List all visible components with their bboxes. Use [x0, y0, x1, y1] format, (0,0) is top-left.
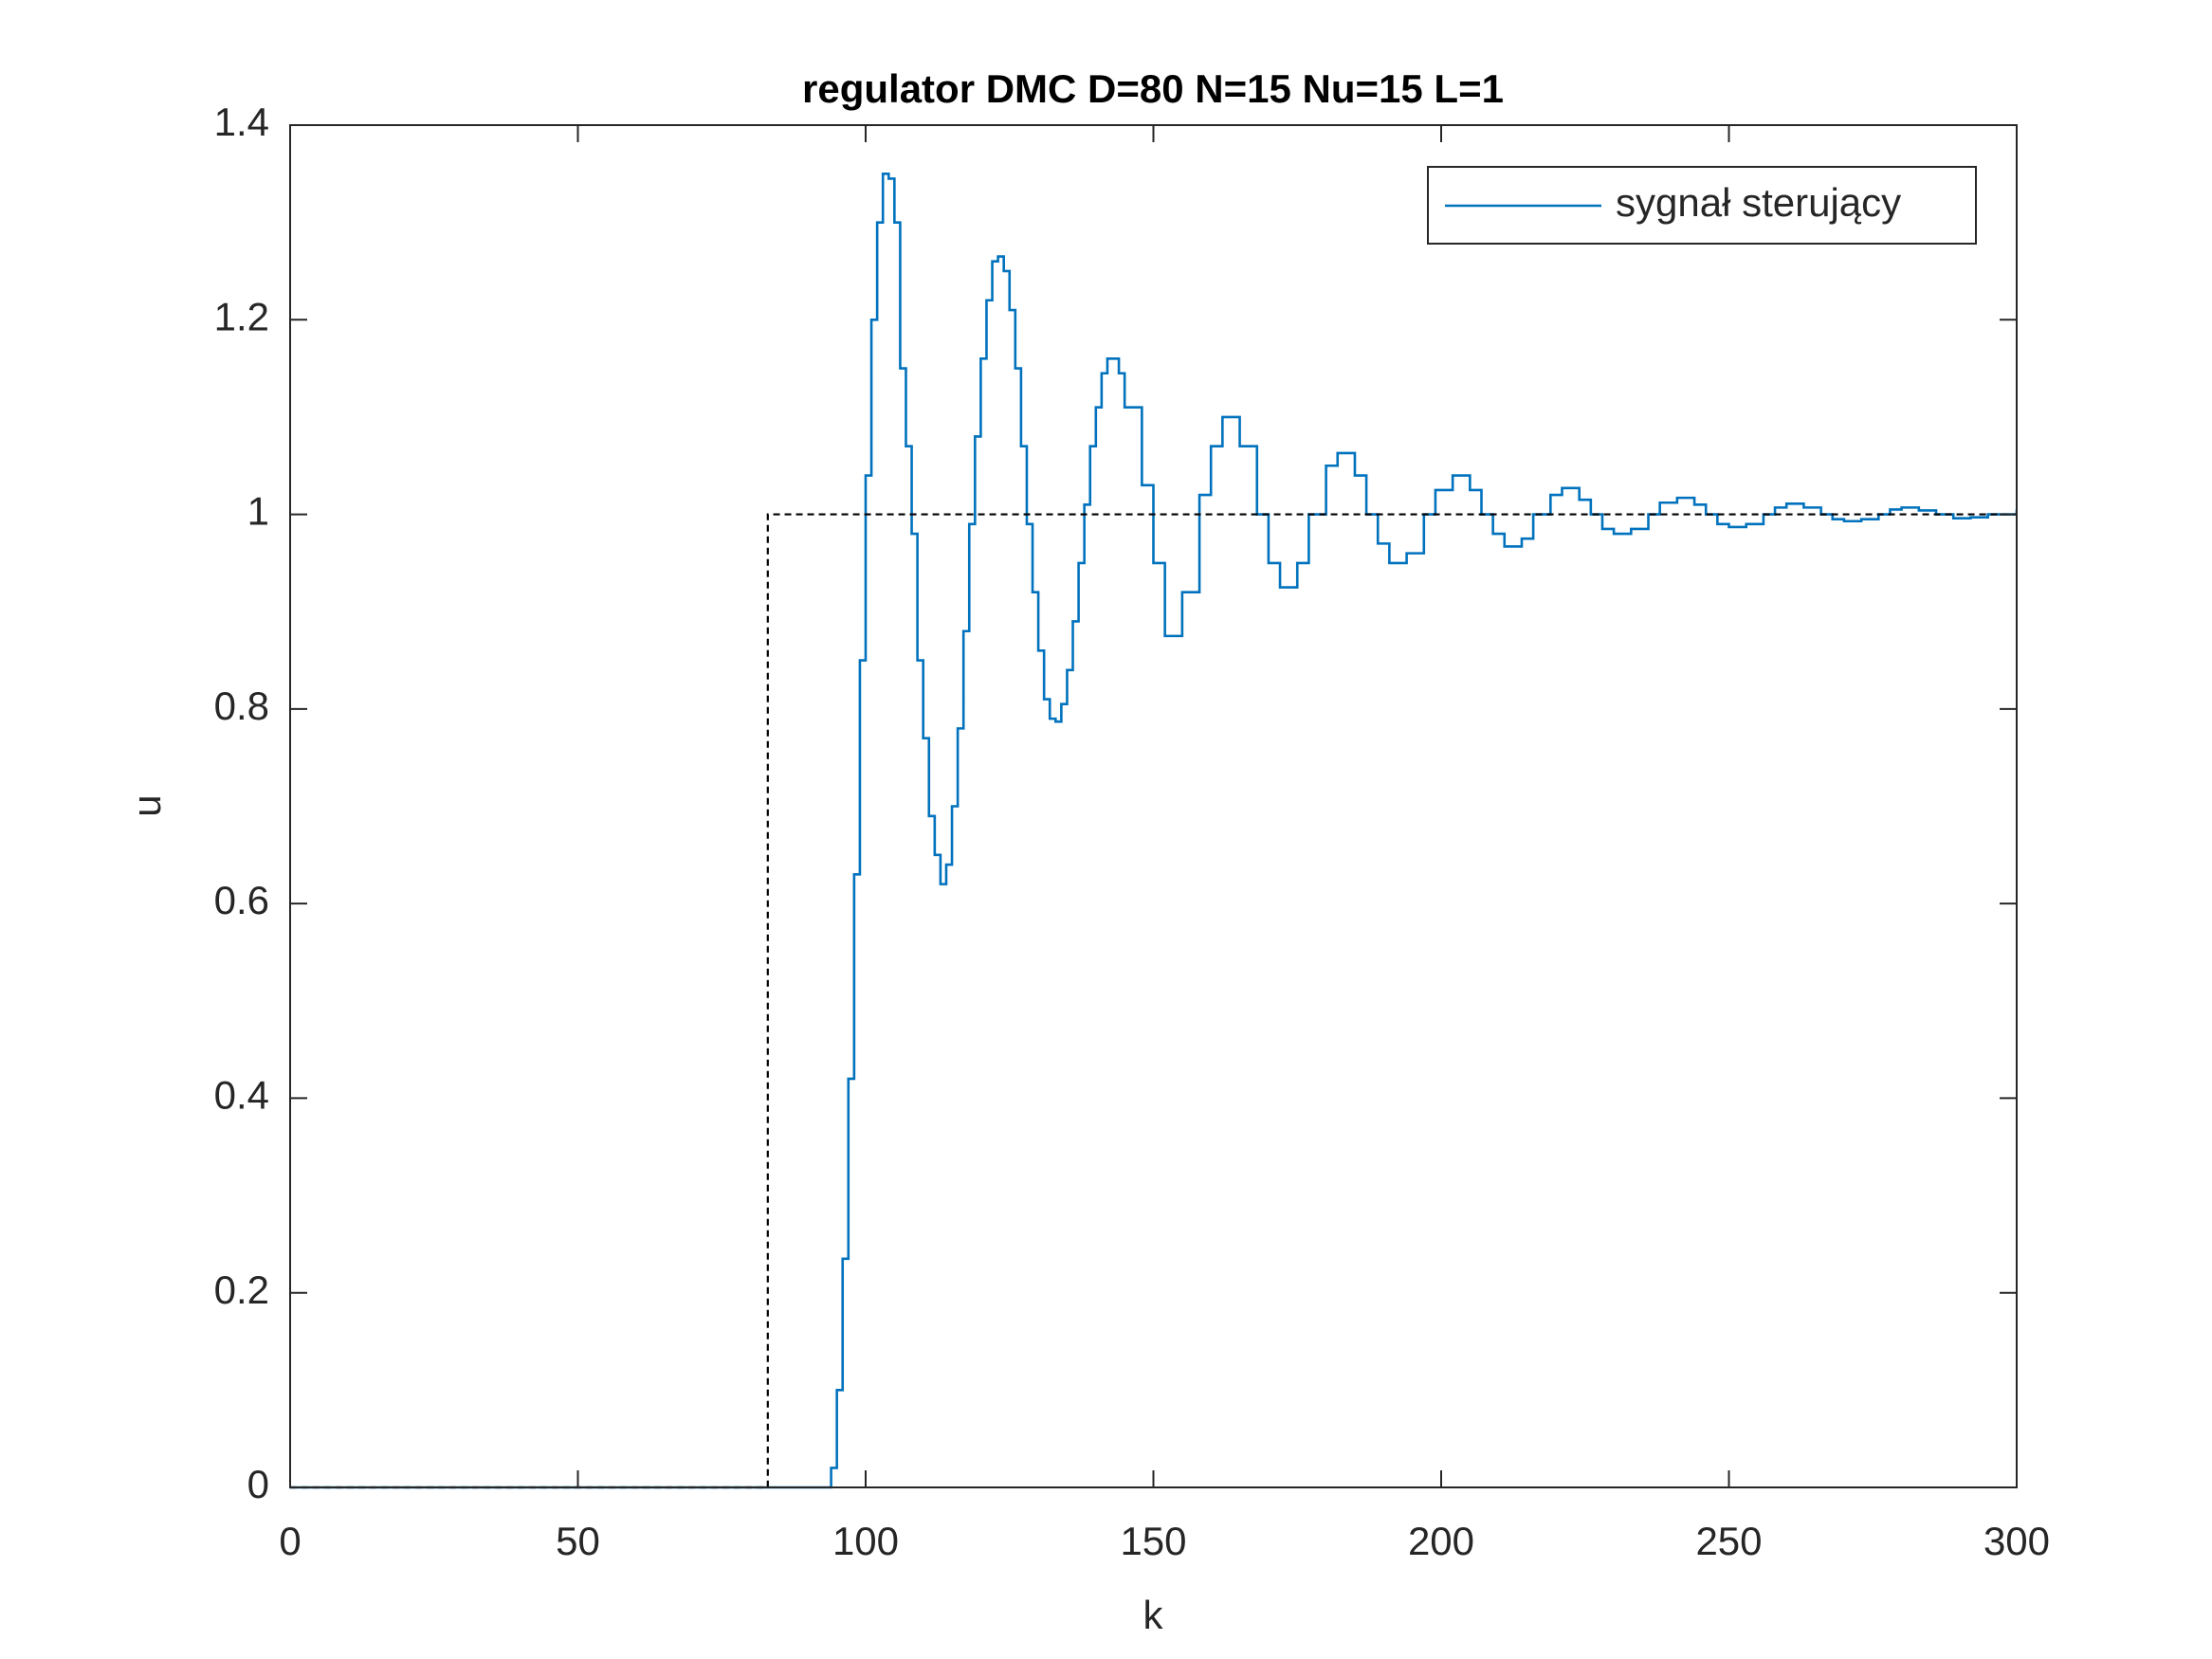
x-tick-label: 50 [556, 1519, 600, 1563]
x-tick-label: 150 [1120, 1519, 1186, 1563]
x-tick-label: 100 [832, 1519, 899, 1563]
x-tick-label: 200 [1408, 1519, 1474, 1563]
x-tick-label: 0 [279, 1519, 301, 1563]
y-tick-label: 1.4 [214, 100, 269, 144]
y-tick-label: 1.2 [214, 294, 269, 338]
x-tick-label: 300 [1983, 1519, 2050, 1563]
y-tick-label: 0.8 [214, 684, 269, 728]
y-axis-label: u [124, 794, 169, 816]
x-tick-label: 250 [1695, 1519, 1762, 1563]
data-line [290, 513, 2017, 1489]
chart-title: regulator DMC D=80 N=15 Nu=15 L=1 [802, 66, 1504, 111]
y-tick-label: 0 [247, 1462, 269, 1506]
y-tick-label: 1 [247, 489, 269, 534]
data-line [290, 173, 2017, 1489]
y-tick-label: 0.4 [214, 1073, 269, 1118]
y-tick-label: 0.6 [214, 878, 269, 922]
x-axis-label: k [1143, 1593, 1164, 1637]
y-tick-label: 0.2 [214, 1267, 269, 1312]
legend-label: sygnał sterujący [1616, 180, 1901, 225]
